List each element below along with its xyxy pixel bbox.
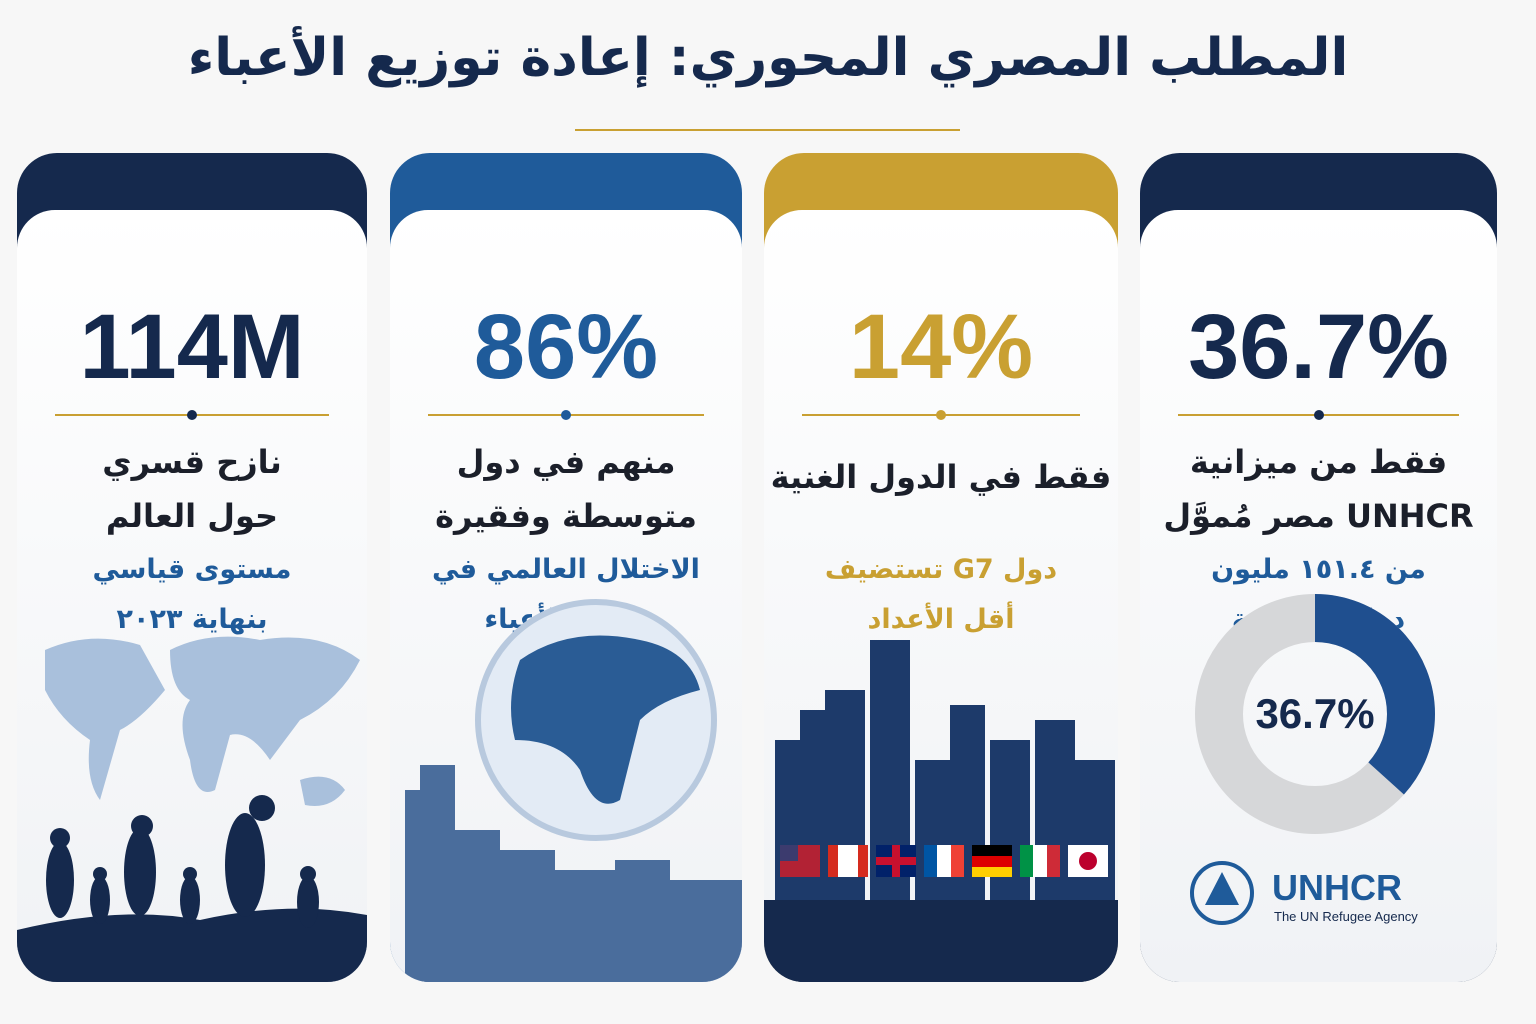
card-panel: 86% منهم في دول متوسطة وفقيرة الاختلال العا… [390, 210, 742, 982]
unhcr-logo: UNHCR The UN Refugee Agency [1190, 861, 1418, 925]
donut-label: 36.7% [1255, 690, 1374, 737]
logo-name: UNHCR [1272, 867, 1402, 908]
page-title: المطلب المصري المحوري: إعادة توزيع الأعب… [187, 28, 1349, 88]
note-line: من ١٥١.٤ مليون [1211, 554, 1426, 585]
donut-chart: 36.7% [1195, 594, 1435, 834]
divider-dot [1313, 410, 1324, 420]
divider-dot [561, 410, 571, 420]
g7-flags [780, 845, 1108, 877]
label-line: حول العالم [105, 497, 279, 535]
stat-note: مستوى قياسي بنهاية ٢٠٢٣ [17, 545, 367, 645]
stat-label: منهم في دول متوسطة وفقيرة [390, 435, 742, 543]
note-line: أقل الأعداد [867, 604, 1015, 635]
note-line: بنهاية ٢٠٢٣ [116, 604, 268, 635]
stat-label: فقط من ميزانية UNHCR مصر مُموَّل [1140, 435, 1497, 543]
globe-illustration [405, 599, 742, 982]
label-line: UNHCR مصر مُموَّل [1163, 497, 1474, 535]
stat-figure: 36.7% [1188, 296, 1449, 398]
note-line: الاختلال العالمي في [432, 554, 700, 585]
divider-dot [936, 410, 946, 420]
divider-dot [187, 410, 197, 420]
card-panel: 114M نازح قسري حول العالم مستوى قياسي بنهاية… [17, 210, 367, 982]
title-rule [575, 129, 960, 131]
stat-card: 114M نازح قسري حول العالم مستوى قياسي بنهاية… [17, 153, 367, 982]
logo-tagline: The UN Refugee Agency [1274, 909, 1418, 924]
stat-figure: 114M [79, 296, 305, 398]
label-line: متوسطة وفقيرة [435, 497, 697, 535]
stat-figure: 14% [848, 296, 1034, 398]
note-line: مستوى قياسي [92, 554, 292, 585]
world-map-illustration [17, 636, 367, 982]
label-line: نازح قسري [102, 443, 282, 481]
skyline-illustration [764, 640, 1118, 982]
label-line: منهم في دول [456, 443, 676, 481]
stat-label: فقط في الدول الغنية [764, 450, 1118, 504]
donut-arc [1195, 594, 1435, 834]
label-line: فقط في الدول الغنية [770, 458, 1112, 496]
stat-note: دول G7 تستضيف أقل الأعداد [764, 545, 1118, 645]
note-line: دول G7 تستضيف [824, 554, 1058, 585]
stat-figure: 86% [473, 296, 659, 398]
stat-label: نازح قسري حول العالم [17, 435, 367, 543]
label-line: فقط من ميزانية [1189, 443, 1448, 481]
